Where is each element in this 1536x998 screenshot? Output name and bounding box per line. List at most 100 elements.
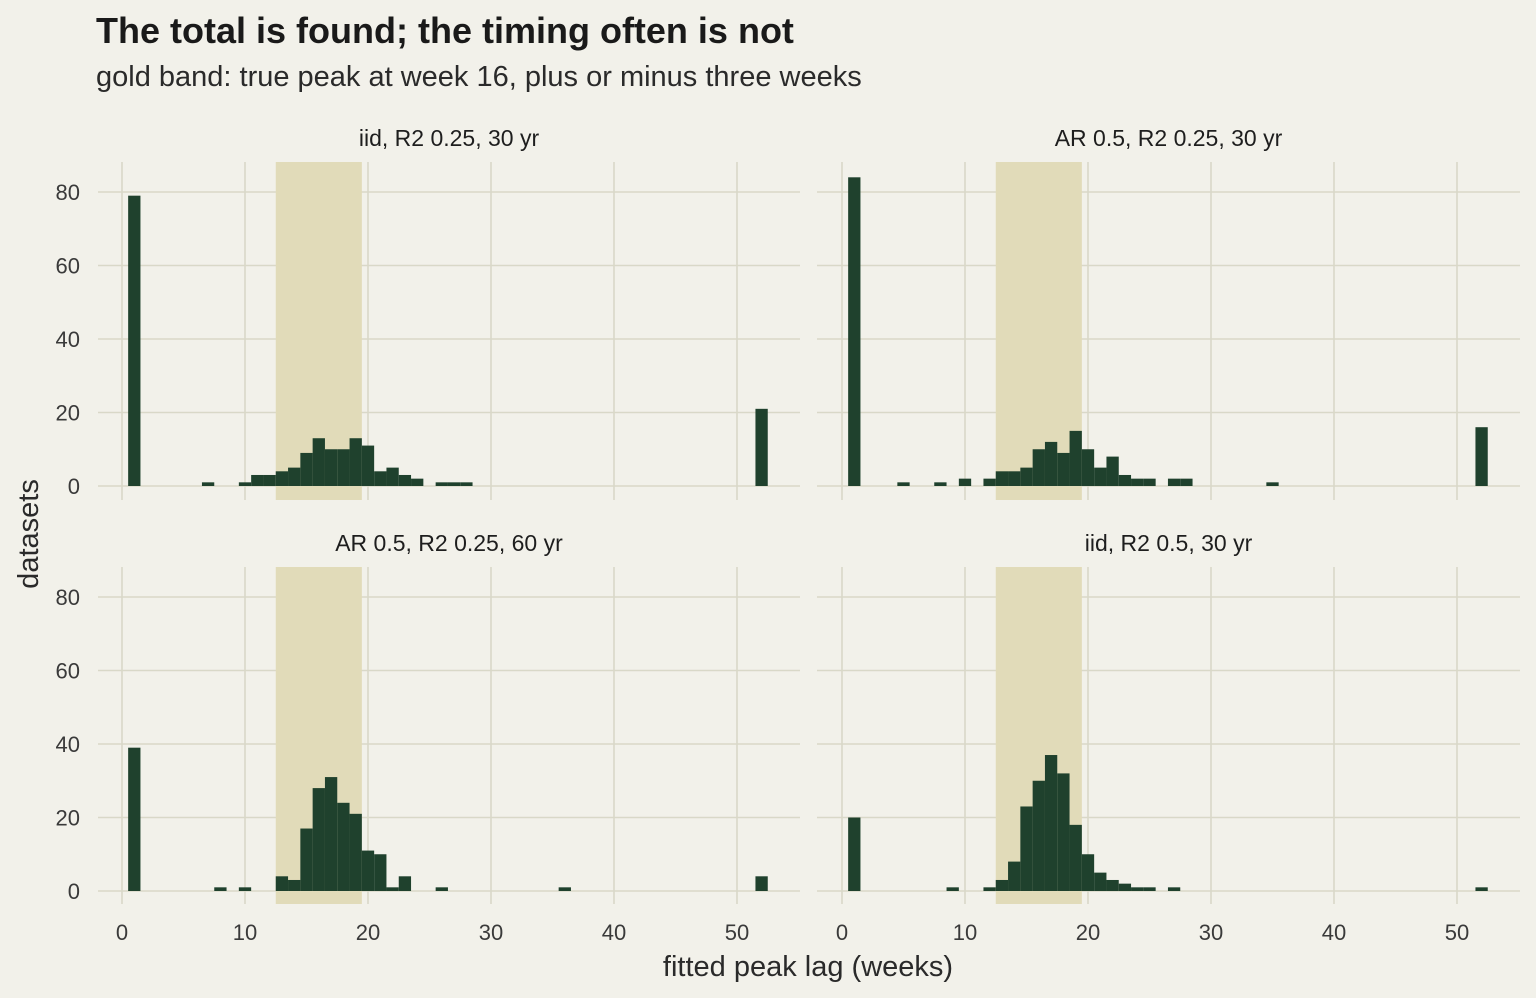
- y-tick-label: 60: [56, 254, 80, 279]
- histogram-bar: [361, 850, 375, 891]
- histogram-bar: [1180, 478, 1193, 486]
- histogram-bar: [214, 887, 227, 891]
- histogram-bar: [1475, 887, 1488, 891]
- histogram-bar: [1032, 449, 1045, 486]
- histogram-bar: [288, 879, 301, 891]
- x-tick-label: 0: [116, 920, 128, 945]
- x-tick-label: 50: [725, 920, 749, 945]
- histogram-bar: [337, 449, 350, 486]
- histogram-bar: [1020, 467, 1033, 486]
- histogram-bar: [324, 449, 338, 486]
- histogram-bar: [958, 478, 972, 486]
- histogram-bar: [1008, 471, 1021, 486]
- histogram-bar: [128, 195, 141, 487]
- histogram-bar: [238, 482, 252, 486]
- x-tick-label: 30: [1199, 920, 1223, 945]
- facet-panel-2: AR 0.5, R2 0.25, 30 yr: [817, 125, 1520, 500]
- histogram-bar: [1106, 879, 1119, 891]
- histogram-bar: [128, 747, 141, 891]
- x-tick-label: 10: [953, 920, 977, 945]
- histogram-bar: [312, 788, 325, 891]
- histogram-bar: [201, 482, 215, 486]
- histogram-bar: [995, 471, 1009, 486]
- histogram-bar: [1020, 806, 1033, 891]
- histogram-bar: [1081, 854, 1095, 891]
- histogram-bar: [386, 887, 399, 891]
- histogram-bar: [946, 887, 959, 891]
- histogram-bar: [447, 482, 461, 486]
- histogram-bar: [349, 438, 362, 486]
- histogram-bar: [288, 467, 301, 486]
- histogram-bar: [1032, 780, 1045, 891]
- histogram-bar: [1008, 861, 1021, 891]
- histogram-bar: [324, 777, 338, 891]
- histogram-bar: [275, 876, 289, 891]
- x-tick-label: 50: [1445, 920, 1469, 945]
- facet-panel-1: iid, R2 0.25, 30 yr 0 20 40 60 80: [56, 125, 800, 500]
- histogram-bar: [983, 478, 996, 486]
- y-tick-label: 40: [56, 327, 80, 352]
- y-tick-label: 20: [56, 806, 80, 831]
- histogram-bar: [411, 478, 424, 486]
- histogram-bar: [1167, 478, 1181, 486]
- facet-panel-4: iid, R2 0.5, 30 yr 0 10 20 30 40 50: [817, 530, 1520, 945]
- histogram-bar: [386, 467, 399, 486]
- y-tick-label: 0: [68, 474, 80, 499]
- histogram-bar: [349, 813, 362, 891]
- histogram-bar: [983, 887, 996, 891]
- histogram-bar: [1081, 449, 1095, 486]
- y-tick-label: 80: [56, 180, 80, 205]
- y-tick-label: 20: [56, 401, 80, 426]
- histogram-bar: [1044, 755, 1058, 891]
- histogram-bar: [1044, 441, 1058, 486]
- facet-title: AR 0.5, R2 0.25, 30 yr: [1055, 125, 1283, 151]
- histogram-bar: [275, 471, 289, 486]
- histogram-bar: [848, 817, 861, 891]
- x-tick-label: 20: [1076, 920, 1100, 945]
- histogram-bar: [755, 408, 768, 486]
- histogram-bar: [1069, 430, 1082, 486]
- histogram-bar: [934, 482, 947, 486]
- y-tick-label: 40: [56, 732, 80, 757]
- histogram-bar: [300, 452, 313, 486]
- histogram-bar: [1069, 824, 1082, 891]
- histogram-bar: [1143, 478, 1156, 486]
- histogram-bar: [460, 482, 473, 486]
- x-tick-label: 40: [1322, 920, 1346, 945]
- histogram-bar: [374, 471, 387, 486]
- histogram-bar: [1118, 474, 1132, 486]
- histogram-bar: [1057, 452, 1070, 486]
- y-axis-label: datasets: [13, 479, 45, 589]
- facet-title: iid, R2 0.25, 30 yr: [359, 125, 540, 151]
- histogram-bar: [435, 482, 448, 486]
- histogram-bar: [398, 876, 412, 891]
- x-tick-label: 30: [479, 920, 503, 945]
- histogram-bar: [361, 445, 375, 486]
- histogram-bar: [238, 887, 252, 891]
- x-tick-label: 10: [233, 920, 257, 945]
- histogram-bar: [398, 474, 412, 486]
- y-tick-label: 80: [56, 585, 80, 610]
- histogram-bar: [848, 177, 861, 487]
- histogram-bar: [337, 802, 350, 891]
- histogram-bar: [995, 879, 1009, 891]
- histogram-bar: [300, 828, 313, 891]
- chart-subtitle: gold band: true peak at week 16, plus or…: [96, 61, 862, 93]
- histogram-bar: [1106, 456, 1119, 486]
- facet-panel-3: AR 0.5, R2 0.25, 60 yr 0 20 40 60 80 0 10 20 30 40…: [56, 530, 800, 945]
- histogram-bar: [1167, 887, 1181, 891]
- y-tick-label: 0: [68, 879, 80, 904]
- histogram-bar: [1094, 872, 1107, 891]
- histogram-bar: [1266, 482, 1279, 486]
- histogram-bar: [312, 438, 325, 486]
- histogram-bar: [897, 482, 910, 486]
- x-tick-label: 20: [356, 920, 380, 945]
- histogram-bar: [1143, 887, 1156, 891]
- facet-title: AR 0.5, R2 0.25, 60 yr: [335, 530, 563, 556]
- histogram-bar: [263, 474, 276, 486]
- histogram-bar: [1118, 883, 1132, 891]
- histogram-bar: [558, 887, 571, 891]
- x-tick-label: 0: [836, 920, 848, 945]
- histogram-bar: [1057, 773, 1070, 891]
